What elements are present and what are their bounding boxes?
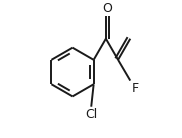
Text: Cl: Cl xyxy=(85,108,97,121)
Text: F: F xyxy=(132,82,139,95)
Text: O: O xyxy=(102,2,112,15)
